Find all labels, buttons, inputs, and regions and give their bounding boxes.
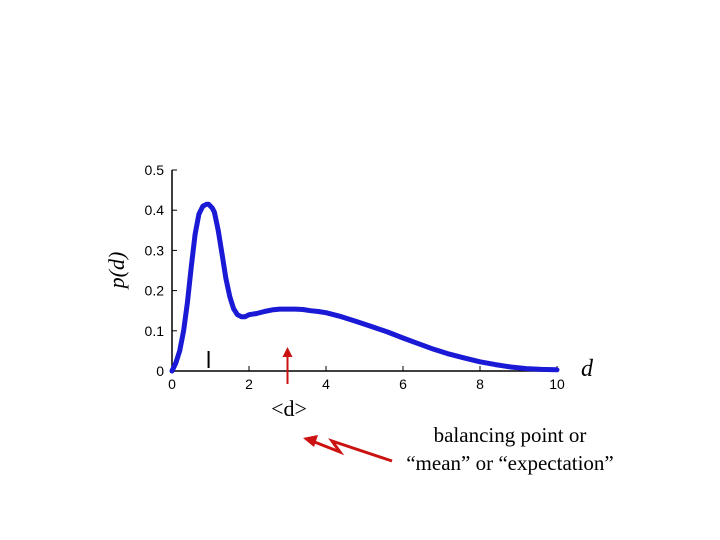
mean-label: <d> [271,396,307,421]
y-tick-label: 0.2 [145,283,165,299]
x-tick-label: 4 [322,376,330,392]
y-tick-label: 0.4 [145,202,165,218]
x-axis-label: d [581,356,594,382]
series-layer [169,201,560,374]
y-tick-label: 0 [156,363,164,379]
y-ticks: 0 0.1 0.2 0.3 0.4 0.5 [145,162,177,379]
annotation-arrow [311,438,393,463]
x-tick-label: 0 [168,376,176,392]
mean-arrowhead [282,347,293,357]
x-tick-label: 8 [476,376,484,392]
y-axis-label: p(d) [104,252,129,291]
y-tick-label: 0.3 [145,242,165,258]
annotation-arrowhead [303,435,318,447]
y-tick-label: 0.5 [145,162,165,178]
marker-layer [207,347,293,384]
density-curve [169,201,560,374]
axes: 0 2 4 6 8 10 0 0.1 0.2 0.3 0.4 0.5 [145,162,565,392]
y-tick-label: 0.1 [145,323,165,339]
x-tick-label: 6 [399,376,407,392]
x-ticks: 0 2 4 6 8 10 [168,366,565,392]
annotation-line-2: “mean” or “expectation” [406,451,614,475]
x-tick-label: 2 [245,376,253,392]
x-tick-label: 10 [549,376,565,392]
annotation-line-1: balancing point or [434,423,587,447]
